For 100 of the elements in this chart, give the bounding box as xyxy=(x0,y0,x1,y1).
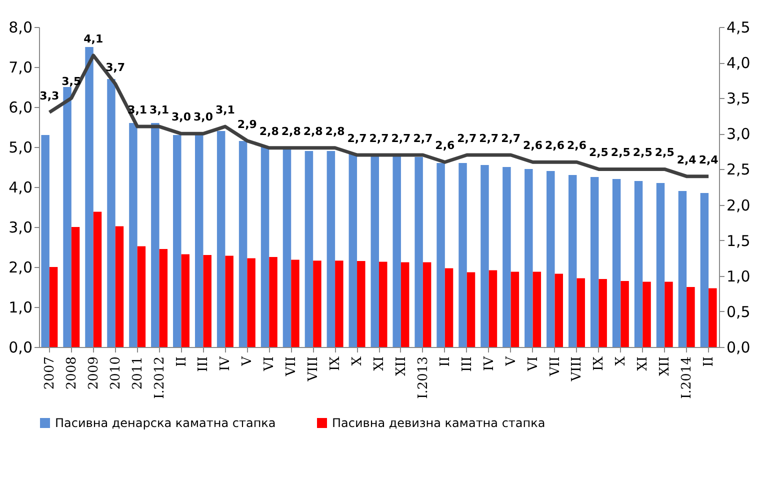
x-tick-label: I.2012 xyxy=(152,356,168,399)
x-tick-label: II xyxy=(174,356,190,367)
bar xyxy=(510,272,520,347)
bar xyxy=(458,163,467,347)
bar xyxy=(620,281,629,347)
bar xyxy=(370,155,379,347)
x-tick-label: XI xyxy=(372,356,387,371)
bar xyxy=(598,279,607,347)
bar xyxy=(326,151,336,347)
data-label: 2,6 xyxy=(523,139,543,152)
bar xyxy=(664,282,673,347)
y2-tick-label: 2,5 xyxy=(726,160,750,179)
x-tick-label: X xyxy=(350,356,366,366)
bar xyxy=(41,135,50,347)
bar xyxy=(304,151,314,347)
y2-tick-label: 0,0 xyxy=(726,338,750,356)
bar xyxy=(269,257,278,347)
bar xyxy=(313,260,322,347)
data-label: 2,8 xyxy=(325,124,345,138)
bar xyxy=(576,278,585,347)
data-label: 2,9 xyxy=(237,118,257,131)
y2-tick-label: 3,0 xyxy=(726,125,750,144)
data-label: 2,4 xyxy=(676,153,697,166)
y-tick-label: 6,0 xyxy=(8,98,32,116)
x-tick-label: I.2013 xyxy=(416,356,431,399)
bar xyxy=(247,258,256,347)
bar xyxy=(700,193,709,347)
x-tick-label: XI xyxy=(636,356,651,371)
y-tick-label: 3,0 xyxy=(8,218,32,236)
data-label: 2,5 xyxy=(610,146,630,160)
y-tick-label: 1,0 xyxy=(8,298,32,316)
x-tick-label: IV xyxy=(218,356,234,372)
y2-tick-label: 0,5 xyxy=(726,302,750,321)
bar xyxy=(444,268,454,347)
x-tick-label: VII xyxy=(284,356,300,378)
bar xyxy=(129,123,138,347)
data-label: 3,3 xyxy=(40,89,60,102)
x-tick-label: V xyxy=(504,356,519,367)
data-label: 3,0 xyxy=(172,110,192,124)
bar xyxy=(194,135,204,347)
x-tick-label: X xyxy=(614,356,629,366)
bar xyxy=(216,131,226,347)
y2-tick-label: 4,5 xyxy=(726,18,750,36)
bar xyxy=(400,262,410,347)
bar xyxy=(568,175,577,347)
data-label: 2,7 xyxy=(457,132,477,145)
data-label: 2,7 xyxy=(479,132,499,145)
bar xyxy=(93,212,102,347)
bar xyxy=(686,287,695,347)
x-tick-label: IX xyxy=(328,356,344,371)
data-label: 2,7 xyxy=(413,132,433,145)
bar xyxy=(642,282,651,347)
bar xyxy=(708,288,717,347)
data-label: 2,8 xyxy=(259,124,279,138)
x-tick-label: 2007 xyxy=(42,356,58,390)
x-tick-label: 2009 xyxy=(86,356,102,390)
bar xyxy=(532,272,542,347)
bar xyxy=(379,262,388,347)
y-tick-label: 4,0 xyxy=(8,178,32,196)
data-label: 2,7 xyxy=(501,132,521,145)
data-label: 2,6 xyxy=(435,139,455,152)
bar xyxy=(392,155,401,347)
y-tick-label: 0,0 xyxy=(8,338,32,356)
data-label: 2,5 xyxy=(588,146,608,160)
bar xyxy=(260,147,270,347)
x-tick-label: II xyxy=(702,356,717,367)
bar xyxy=(466,272,476,347)
x-tick-label: II xyxy=(438,356,453,367)
y2-tick-label: 1,0 xyxy=(726,267,750,286)
bar xyxy=(524,169,533,347)
bar xyxy=(159,249,168,347)
bar xyxy=(612,179,621,347)
data-label: 2,6 xyxy=(545,139,565,152)
bar xyxy=(590,177,599,347)
x-tick-label: VIII xyxy=(570,356,585,382)
y2-tick-label: 4,0 xyxy=(726,54,750,72)
bar xyxy=(436,163,445,347)
bar xyxy=(357,261,366,347)
y-tick-label: 7,0 xyxy=(8,58,32,76)
bar xyxy=(115,226,124,347)
bar xyxy=(656,183,665,347)
legend-label: Пасивна девизна каматна стапка xyxy=(332,416,546,430)
bar xyxy=(49,267,58,347)
bar xyxy=(546,171,555,347)
data-label: 2,6 xyxy=(566,139,587,152)
bar xyxy=(282,149,292,347)
bar xyxy=(181,254,190,347)
data-label: 2,5 xyxy=(632,146,652,160)
y2-tick-label: 2,0 xyxy=(726,196,750,214)
bar xyxy=(173,135,182,347)
bar xyxy=(678,191,687,347)
x-tick-label: IV xyxy=(482,356,497,372)
bar xyxy=(502,167,511,347)
data-label: 3,0 xyxy=(193,110,214,124)
bar xyxy=(291,260,300,347)
x-tick-label: V xyxy=(240,356,256,367)
bar xyxy=(225,256,234,347)
bar xyxy=(107,79,116,347)
x-tick-label: VII xyxy=(548,356,563,378)
y-tick-label: 2,0 xyxy=(8,258,32,276)
